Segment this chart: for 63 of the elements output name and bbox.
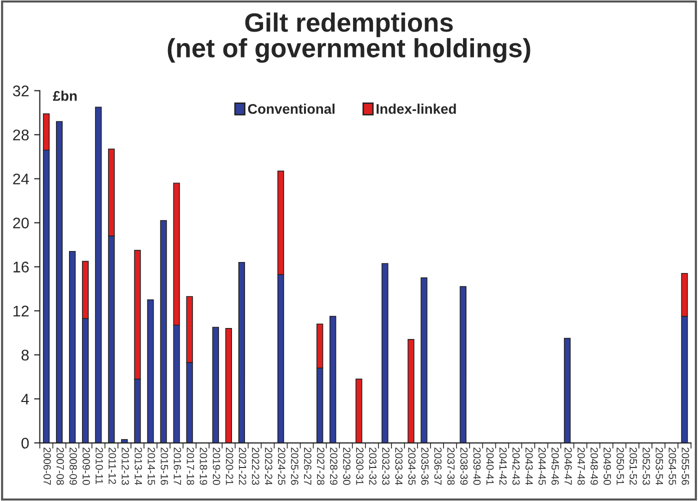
x-tick-label: 2030-31 xyxy=(356,448,364,485)
x-tick-label: 2054-55 xyxy=(668,448,676,485)
x-tick-label: 2045-46 xyxy=(551,448,559,485)
x-tick-label: 2039-40 xyxy=(473,448,481,485)
x-tick-label: 2025-26 xyxy=(290,448,298,485)
x-tick-label: 2055-56 xyxy=(682,448,690,485)
x-tick-label: 2018-19 xyxy=(200,448,208,485)
x-tick-label: 2053-54 xyxy=(656,448,664,485)
x-tick-label: 2019-20 xyxy=(212,448,220,485)
x-tick-label: 2006-07 xyxy=(44,448,51,485)
y-tick-label: 4 xyxy=(21,394,29,404)
x-tick-label: 2034-35 xyxy=(408,448,416,485)
x-tick-label: 2040-41 xyxy=(486,448,494,485)
x-tick-label: 2047-48 xyxy=(578,448,585,485)
x-tick-label: 2026-27 xyxy=(304,448,312,485)
x-tick-label: 2052-53 xyxy=(642,448,650,485)
x-tick-label: 2016-17 xyxy=(174,448,182,485)
x-tick-label: 2038-39 xyxy=(460,448,468,485)
y-tick-label: 20 xyxy=(13,218,29,228)
x-tick-label: 2046-47 xyxy=(564,448,572,485)
x-tick-label: 2021-22 xyxy=(238,448,246,485)
x-tick-label: 2022-23 xyxy=(252,448,260,485)
x-tick-label: 2029-30 xyxy=(343,448,350,485)
legend-label: Index-linked xyxy=(376,104,456,114)
x-tick-label: 2024-25 xyxy=(278,448,286,485)
x-tick-label: 2012-13 xyxy=(122,448,130,485)
x-tick-label: 2027-28 xyxy=(317,448,324,485)
y-tick-label: 28 xyxy=(13,130,29,140)
x-tick-label: 2007-08 xyxy=(56,448,64,485)
x-tick-label: 2042-43 xyxy=(512,448,520,485)
x-tick-label: 2010-11 xyxy=(96,448,103,484)
x-tick-label: 2015-16 xyxy=(160,448,168,485)
x-tick-label: 2033-34 xyxy=(395,448,403,485)
x-tick-label: 2013-14 xyxy=(134,448,142,485)
chart-title: Gilt redemptions (net of government holdings) xyxy=(168,12,530,63)
x-tick-label: 2049-50 xyxy=(604,448,611,485)
x-tick-label: 2041-42 xyxy=(499,448,507,485)
x-tick-label: 2043-44 xyxy=(525,448,533,485)
x-tick-label: 2050-51 xyxy=(616,448,624,485)
y-axis-title: £bn xyxy=(52,90,77,101)
x-tick-label: 2009-10 xyxy=(82,448,90,485)
x-tick-label: 2017-18 xyxy=(186,448,194,485)
x-tick-label: 2051-52 xyxy=(630,448,637,485)
x-tick-label: 2020-21 xyxy=(226,448,234,485)
x-tick-label: 2031-32 xyxy=(369,448,376,485)
y-tick-label: 12 xyxy=(14,306,29,316)
x-tick-label: 2037-38 xyxy=(447,448,455,485)
x-tick-label: 2008-09 xyxy=(70,448,77,485)
y-tick-label: 24 xyxy=(13,174,29,184)
y-tick-label: 8 xyxy=(22,350,29,361)
x-tick-label: 2028-29 xyxy=(330,448,338,485)
x-tick-label: 2032-33 xyxy=(382,448,390,485)
x-tick-label: 2035-36 xyxy=(421,448,429,485)
legend-label: Conventional xyxy=(248,104,334,114)
x-tick-label: 2044-45 xyxy=(538,448,546,485)
x-tick-label: 2011-12 xyxy=(108,448,116,484)
x-tick-label: 2036-37 xyxy=(434,448,442,485)
x-tick-label: 2048-49 xyxy=(590,448,598,485)
x-tick-label: 2023-24 xyxy=(264,448,272,485)
x-tick-label: 2014-15 xyxy=(148,448,156,485)
y-tick-label: 16 xyxy=(14,262,29,272)
y-tick-label: 32 xyxy=(12,86,29,96)
y-tick-label: 0 xyxy=(21,438,29,449)
